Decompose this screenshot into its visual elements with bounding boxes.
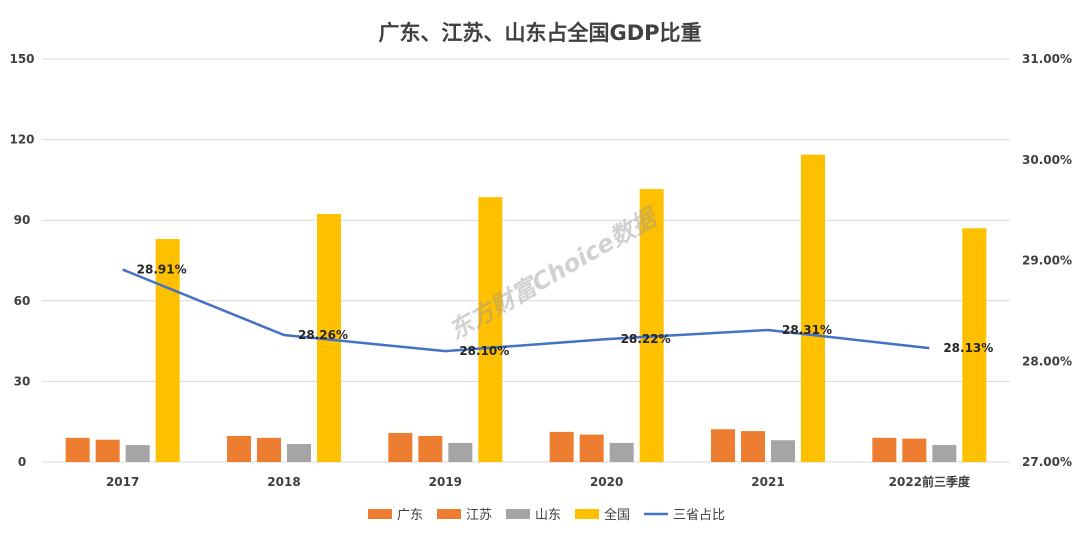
bar-江苏-2019 bbox=[418, 435, 443, 462]
data-label: 28.31% bbox=[782, 323, 832, 337]
bar-江苏-2021 bbox=[741, 431, 765, 462]
y-right-tick: 27.00% bbox=[1022, 455, 1072, 469]
x-axis: 2017 2018 2019 2020 2021 2022前三季度 bbox=[106, 474, 971, 489]
y-left-tick: 30 bbox=[14, 374, 31, 388]
x-tick-label: 2022前三季度 bbox=[889, 474, 971, 489]
watermark: 东方财富Choice数据 bbox=[444, 202, 664, 345]
legend-label: 三省占比 bbox=[673, 508, 725, 523]
y-left-tick: 90 bbox=[14, 213, 31, 227]
bar-全国-2019 bbox=[478, 197, 503, 462]
gridlines bbox=[42, 58, 1010, 463]
legend-item-全国: 全国 bbox=[575, 507, 630, 523]
x-tick-label: 2017 bbox=[106, 475, 139, 489]
bar-山东-2017 bbox=[125, 445, 150, 462]
bar-山东-2018 bbox=[287, 443, 311, 462]
x-tick-label: 2018 bbox=[267, 475, 300, 489]
x-tick-label: 2020 bbox=[590, 475, 623, 489]
y-right-tick: 31.00% bbox=[1022, 52, 1072, 66]
ratio-line: 28.91% 28.26% 28.10% 28.22% 28.31% 28.13% bbox=[122, 263, 993, 358]
y-left-tick: 120 bbox=[9, 133, 34, 147]
bar-江苏-2020 bbox=[579, 434, 604, 462]
bar-广东-2021 bbox=[711, 429, 735, 462]
data-label: 28.26% bbox=[298, 328, 348, 342]
bar-山东-2020 bbox=[609, 442, 634, 462]
legend-label: 广东 bbox=[397, 508, 423, 523]
bar-山东-2019 bbox=[448, 442, 473, 462]
y-left-tick: 150 bbox=[9, 52, 34, 66]
x-tick-label: 2019 bbox=[429, 475, 462, 489]
data-label: 28.13% bbox=[943, 341, 993, 355]
chart-title: 广东、江苏、山东占全国GDP比重 bbox=[378, 21, 701, 45]
legend-swatch bbox=[437, 509, 461, 519]
bar-全国-2021 bbox=[801, 154, 825, 463]
bar-全国-2022前三季度 bbox=[962, 228, 987, 462]
x-tick-label: 2021 bbox=[751, 475, 784, 489]
legend: 广东 江苏 山东 全国 三省占比 bbox=[368, 507, 725, 523]
bar-广东-2019 bbox=[388, 432, 413, 462]
bars bbox=[65, 154, 987, 463]
line-三省占比 bbox=[122, 268, 930, 353]
left-axis: 0 30 60 90 120 150 bbox=[9, 52, 34, 469]
bar-江苏-2018 bbox=[257, 437, 281, 462]
y-right-tick: 28.00% bbox=[1022, 354, 1072, 368]
legend-label: 江苏 bbox=[466, 507, 492, 523]
bar-广东-2017 bbox=[65, 437, 90, 462]
legend-label: 山东 bbox=[535, 508, 561, 523]
legend-item-广东: 广东 bbox=[368, 508, 423, 523]
right-axis: 27.00% 28.00% 29.00% 30.00% 31.00% bbox=[1022, 52, 1072, 469]
bar-全国-2020 bbox=[639, 189, 664, 462]
legend-label: 全国 bbox=[604, 507, 630, 523]
y-left-tick: 0 bbox=[18, 455, 26, 469]
legend-item-山东: 山东 bbox=[506, 508, 561, 523]
data-label: 28.22% bbox=[621, 332, 671, 346]
legend-swatch bbox=[506, 509, 530, 519]
bar-广东-2022前三季度 bbox=[872, 437, 897, 462]
y-right-tick: 30.00% bbox=[1022, 153, 1072, 167]
y-right-tick: 29.00% bbox=[1022, 254, 1072, 268]
data-label: 28.91% bbox=[137, 263, 187, 277]
bar-山东-2021 bbox=[771, 440, 795, 462]
bar-广东-2018 bbox=[227, 435, 251, 462]
bar-江苏-2022前三季度 bbox=[902, 438, 927, 462]
bar-广东-2020 bbox=[549, 431, 574, 462]
data-label: 28.10% bbox=[459, 344, 509, 358]
bar-江苏-2017 bbox=[95, 439, 120, 462]
legend-swatch bbox=[575, 509, 599, 519]
bar-山东-2022前三季度 bbox=[932, 445, 957, 462]
bar-全国-2017 bbox=[155, 239, 180, 462]
y-left-tick: 60 bbox=[14, 294, 31, 308]
legend-item-江苏: 江苏 bbox=[437, 507, 492, 523]
legend-item-三省占比: 三省占比 bbox=[644, 508, 725, 523]
legend-swatch bbox=[368, 509, 392, 519]
